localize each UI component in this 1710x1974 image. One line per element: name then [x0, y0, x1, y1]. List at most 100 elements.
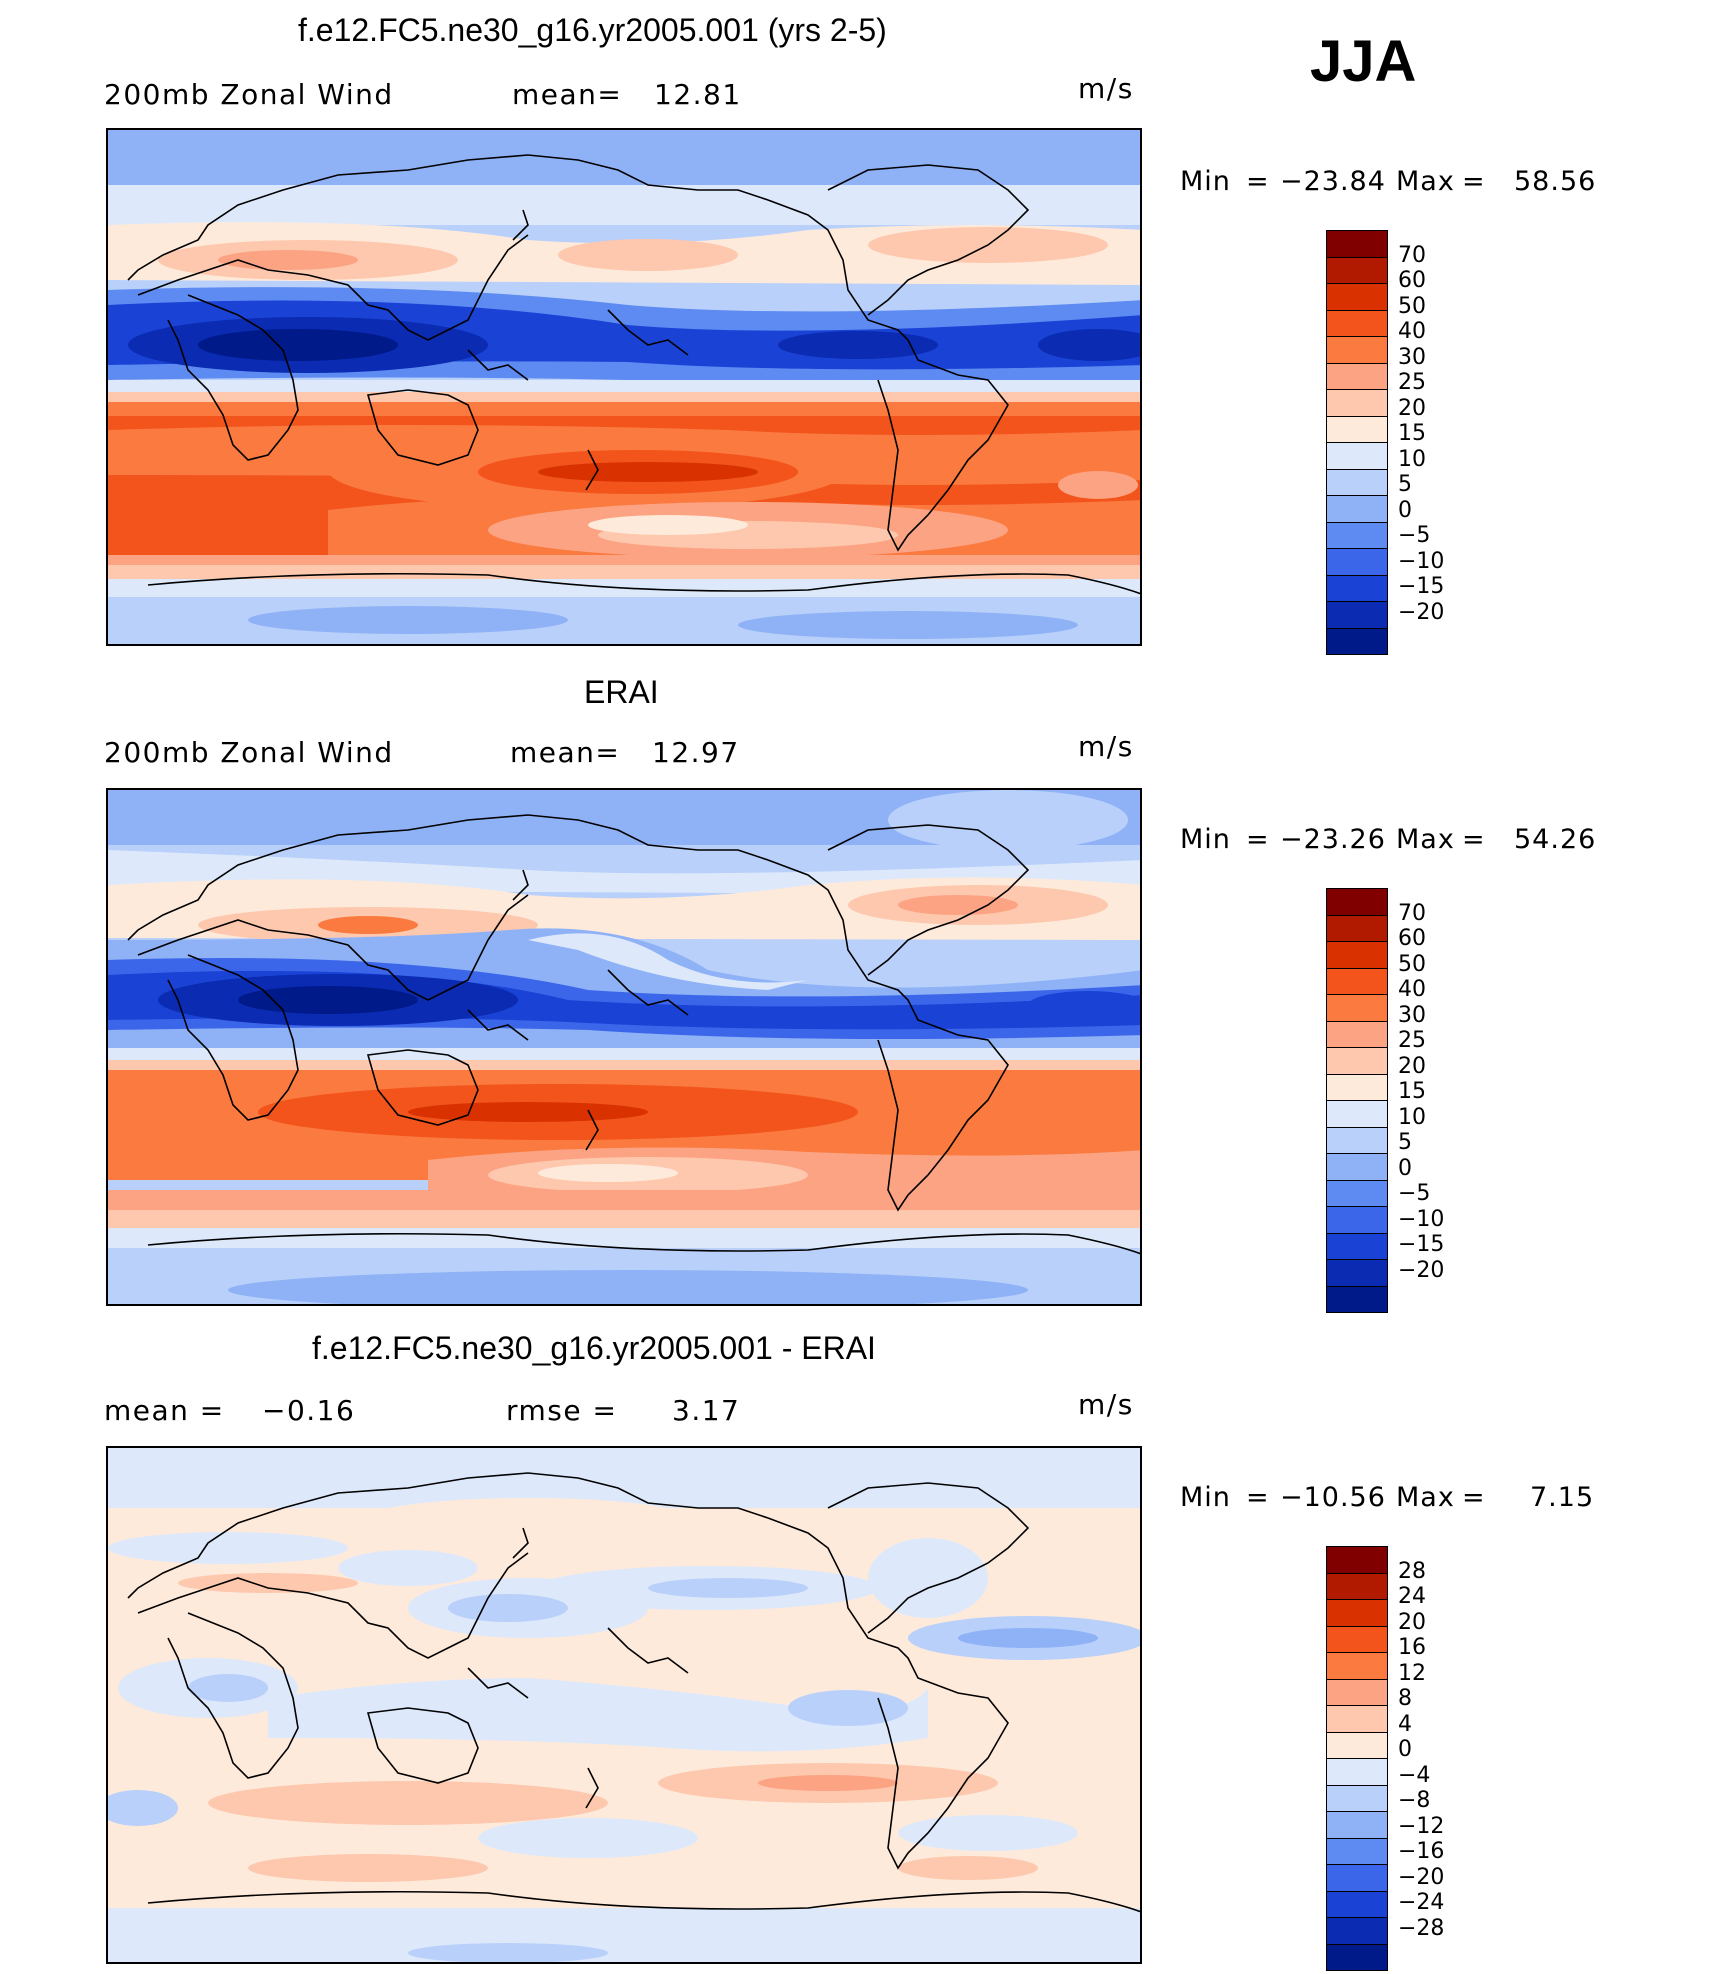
panel-3-colorbar-swatch [1326, 1917, 1388, 1944]
panel-3-min-eq: = [1246, 1482, 1270, 1513]
panel-1-colorbar-tick-label: 10 [1398, 446, 1426, 472]
panel-1-colorbar-tick-label: −5 [1398, 523, 1431, 548]
panel-1-colorbar-swatch [1326, 521, 1388, 548]
panel-1-colorbar-swatch [1326, 574, 1388, 601]
panel-2-colorbar-tick-label: 60 [1398, 926, 1426, 951]
panel-2-colorbar-tick-label: 5 [1398, 1130, 1412, 1155]
panel-1-colorbar-swatch [1326, 309, 1388, 336]
panel-1-colorbar-tick-label: −10 [1398, 548, 1445, 574]
panel-1-colorbar-tick-label: 15 [1398, 421, 1426, 446]
panel-3-min-value: −10.56 [1280, 1482, 1386, 1513]
panel-2-colorbar-tick-label: 70 [1398, 900, 1426, 926]
panel-2-colorbar-tick-label: 15 [1398, 1079, 1426, 1104]
panel-3-colorbar-swatch [1326, 1758, 1388, 1785]
panel-2-colorbar-tick-label: −10 [1398, 1206, 1445, 1232]
panel-2-colorbar-swatch [1326, 1259, 1388, 1286]
panel-2-colorbar-swatch [1326, 1126, 1388, 1153]
panel-2-max-value: 54.26 [1514, 824, 1597, 855]
panel-1-colorbar-swatch [1326, 627, 1388, 655]
panel-3-colorbar-tick-label: 24 [1398, 1584, 1426, 1609]
panel-1-colorbar-swatch [1326, 601, 1388, 628]
panel-3-colorbar-swatch [1326, 1678, 1388, 1705]
panel-1-colorbar-swatch [1326, 495, 1388, 522]
panel-3-colorbar-swatch [1326, 1784, 1388, 1811]
panel-1-colorbar-tick-label: 70 [1398, 242, 1426, 268]
panel-1-max-label: Max [1396, 166, 1455, 197]
panel-2-units: m/s [1078, 730, 1134, 763]
panel-1-colorbar-swatch [1326, 389, 1388, 416]
panel-1-title: f.e12.FC5.ne30_g16.yr2005.001 (yrs 2-5) [298, 12, 887, 48]
panel-3-max-value: 7.15 [1530, 1482, 1595, 1513]
panel-2-colorbar-tick-label: 40 [1398, 977, 1426, 1002]
panel-3-colorbar-swatch [1326, 1705, 1388, 1732]
panel-3-colorbar-swatch [1326, 1572, 1388, 1599]
panel-2-colorbar-tick-label: −15 [1398, 1232, 1445, 1257]
panel-1-variable-label: 200mb Zonal Wind [104, 78, 394, 111]
panel-1-colorbar [1326, 230, 1388, 655]
panel-1-contour-field [108, 130, 1140, 644]
panel-1-min-eq: = [1246, 166, 1270, 197]
panel-3-colorbar-tick-label: −16 [1398, 1839, 1445, 1864]
panel-3-colorbar-tick-label: 12 [1398, 1660, 1426, 1686]
panel-2-colorbar-tick-label: 20 [1398, 1053, 1426, 1079]
panel-2-colorbar-swatch [1326, 967, 1388, 994]
panel-3-colorbar-swatch [1326, 1837, 1388, 1864]
panel-3-colorbar-swatch [1326, 1652, 1388, 1679]
panel-1-colorbar-tick-label: 30 [1398, 344, 1426, 370]
panel-3-colorbar-tick-label: −4 [1398, 1762, 1431, 1788]
panel-2-colorbar-swatch [1326, 914, 1388, 941]
panel-2-title: ERAI [584, 674, 659, 710]
panel-2-colorbar-tick-label: 25 [1398, 1028, 1426, 1053]
panel-2-variable-label: 200mb Zonal Wind [104, 736, 394, 769]
panel-1-colorbar-tick-label: −15 [1398, 574, 1445, 599]
panel-1-min-label: Min [1180, 166, 1231, 197]
panel-2-colorbar-tick-label: −5 [1398, 1181, 1431, 1206]
panel-2-colorbar-swatch [1326, 1232, 1388, 1259]
panel-2-colorbar-swatch [1326, 1153, 1388, 1180]
panel-3-mean-value: −0.16 [262, 1394, 356, 1427]
season-label: JJA [1310, 29, 1417, 94]
panel-3-colorbar-swatch [1326, 1625, 1388, 1652]
panel-3-max-eq: = [1462, 1482, 1486, 1513]
panel-2-colorbar-tick-label: 30 [1398, 1002, 1426, 1028]
panel-1-colorbar-tick-label: 20 [1398, 395, 1426, 421]
panel-1-colorbar-tick-label: −20 [1398, 599, 1445, 625]
panel-3-rmse-value: 3.17 [672, 1394, 741, 1427]
panel-3-rmse-label: rmse = [506, 1394, 618, 1427]
panel-2-colorbar-swatch [1326, 1206, 1388, 1233]
panel-3-colorbar-tick-label: −20 [1398, 1864, 1445, 1890]
panel-1-colorbar-tick-label: 0 [1398, 497, 1412, 523]
panel-3-colorbar-swatch [1326, 1731, 1388, 1758]
panel-2-colorbar-swatch [1326, 1179, 1388, 1206]
panel-1-colorbar-swatch [1326, 468, 1388, 495]
panel-3-colorbar-tick-label: 4 [1398, 1711, 1412, 1737]
panel-3-colorbar [1326, 1546, 1388, 1971]
panel-2-colorbar-swatch [1326, 1047, 1388, 1074]
panel-1-max-eq: = [1462, 166, 1486, 197]
panel-1-max-value: 58.56 [1514, 166, 1597, 197]
panel-2-max-eq: = [1462, 824, 1486, 855]
panel-2-colorbar-swatch [1326, 1020, 1388, 1047]
panel-1-colorbar-swatch [1326, 256, 1388, 283]
panel-1-colorbar-swatch [1326, 415, 1388, 442]
panel-3-colorbar-swatch [1326, 1599, 1388, 1626]
panel-3-title: f.e12.FC5.ne30_g16.yr2005.001 - ERAI [312, 1330, 876, 1366]
panel-1-min-value: −23.84 [1280, 166, 1386, 197]
panel-3-map [106, 1446, 1142, 1964]
panel-1-colorbar-tick-label: 25 [1398, 370, 1426, 395]
panel-2-map [106, 788, 1142, 1306]
panel-3-colorbar-swatch [1326, 1890, 1388, 1917]
panel-2-colorbar-swatch [1326, 888, 1388, 915]
panel-1-colorbar-swatch [1326, 548, 1388, 575]
panel-2-mean-label: mean= [510, 736, 621, 769]
panel-3-colorbar-tick-label: 0 [1398, 1737, 1412, 1762]
panel-2-colorbar-swatch [1326, 941, 1388, 968]
panel-1-mean-value: 12.81 [654, 78, 742, 111]
panel-1-colorbar-tick-label: 5 [1398, 472, 1412, 497]
panel-2-colorbar-tick-label: 10 [1398, 1104, 1426, 1130]
panel-3-max-label: Max [1396, 1482, 1455, 1513]
panel-2-colorbar-tick-label: −20 [1398, 1257, 1445, 1283]
panel-3-colorbar-tick-label: −8 [1398, 1788, 1431, 1813]
panel-3-colorbar-swatch [1326, 1546, 1388, 1573]
panel-3-colorbar-swatch [1326, 1811, 1388, 1838]
